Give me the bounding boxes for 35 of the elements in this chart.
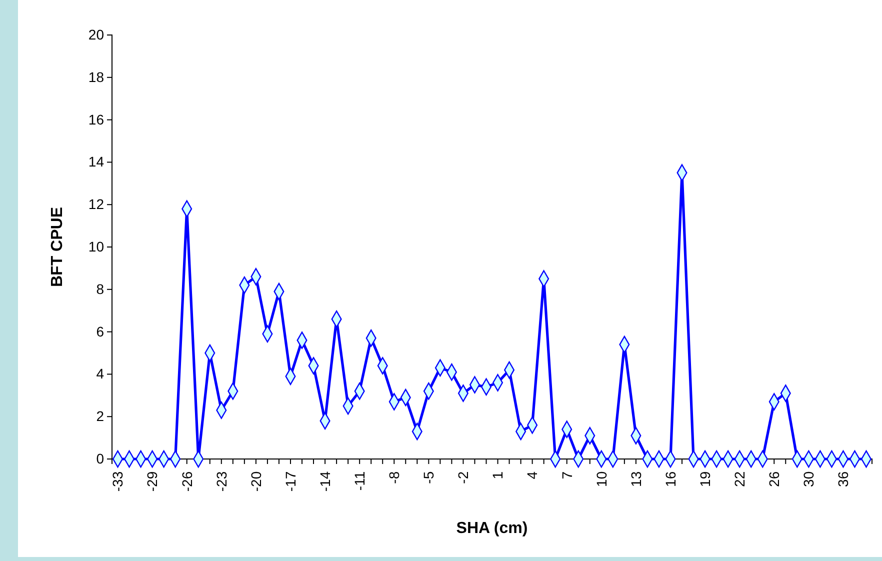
- y-tick-label: 20: [88, 26, 104, 42]
- y-tick-label: 2: [96, 408, 104, 424]
- x-tick-label: -29: [144, 471, 160, 492]
- x-tick-label: -26: [178, 471, 195, 492]
- x-tick-label: 1: [490, 471, 506, 480]
- x-tick-label: -2: [455, 471, 472, 484]
- x-tick-label: 36: [835, 471, 852, 487]
- x-tick-label: -5: [420, 471, 437, 484]
- x-tick-label: 19: [696, 471, 713, 487]
- y-tick-label: 10: [88, 238, 104, 254]
- x-tick-label: 26: [766, 471, 782, 487]
- y-tick-label: 8: [96, 280, 104, 297]
- x-tick-label: -33: [110, 471, 126, 492]
- x-tick-label: 22: [731, 471, 748, 487]
- x-tick-label: 10: [593, 471, 610, 487]
- x-tick-label: 4: [524, 471, 540, 480]
- x-tick-label: -17: [282, 471, 298, 492]
- y-axis-title: BFT CPUE: [49, 206, 66, 287]
- y-tick-label: 16: [88, 111, 104, 128]
- x-tick-label: -23: [213, 471, 230, 492]
- y-tick-label: 12: [88, 196, 104, 212]
- x-axis-title: SHA (cm): [456, 520, 528, 537]
- x-tick-label: -11: [351, 471, 368, 491]
- x-tick-label: -14: [316, 471, 333, 492]
- y-tick-label: 18: [88, 68, 104, 85]
- x-tick-label: 7: [558, 471, 575, 480]
- x-tick-label: 16: [662, 471, 678, 487]
- y-tick-label: 4: [96, 366, 104, 382]
- x-tick-label: -20: [248, 471, 264, 492]
- x-tick-label: -8: [386, 471, 402, 484]
- y-tick-label: 0: [96, 450, 104, 466]
- y-tick-label: 14: [88, 154, 104, 170]
- x-tick-label: 13: [628, 471, 644, 487]
- x-tick-label: 30: [800, 471, 817, 487]
- y-tick-label: 6: [96, 323, 104, 340]
